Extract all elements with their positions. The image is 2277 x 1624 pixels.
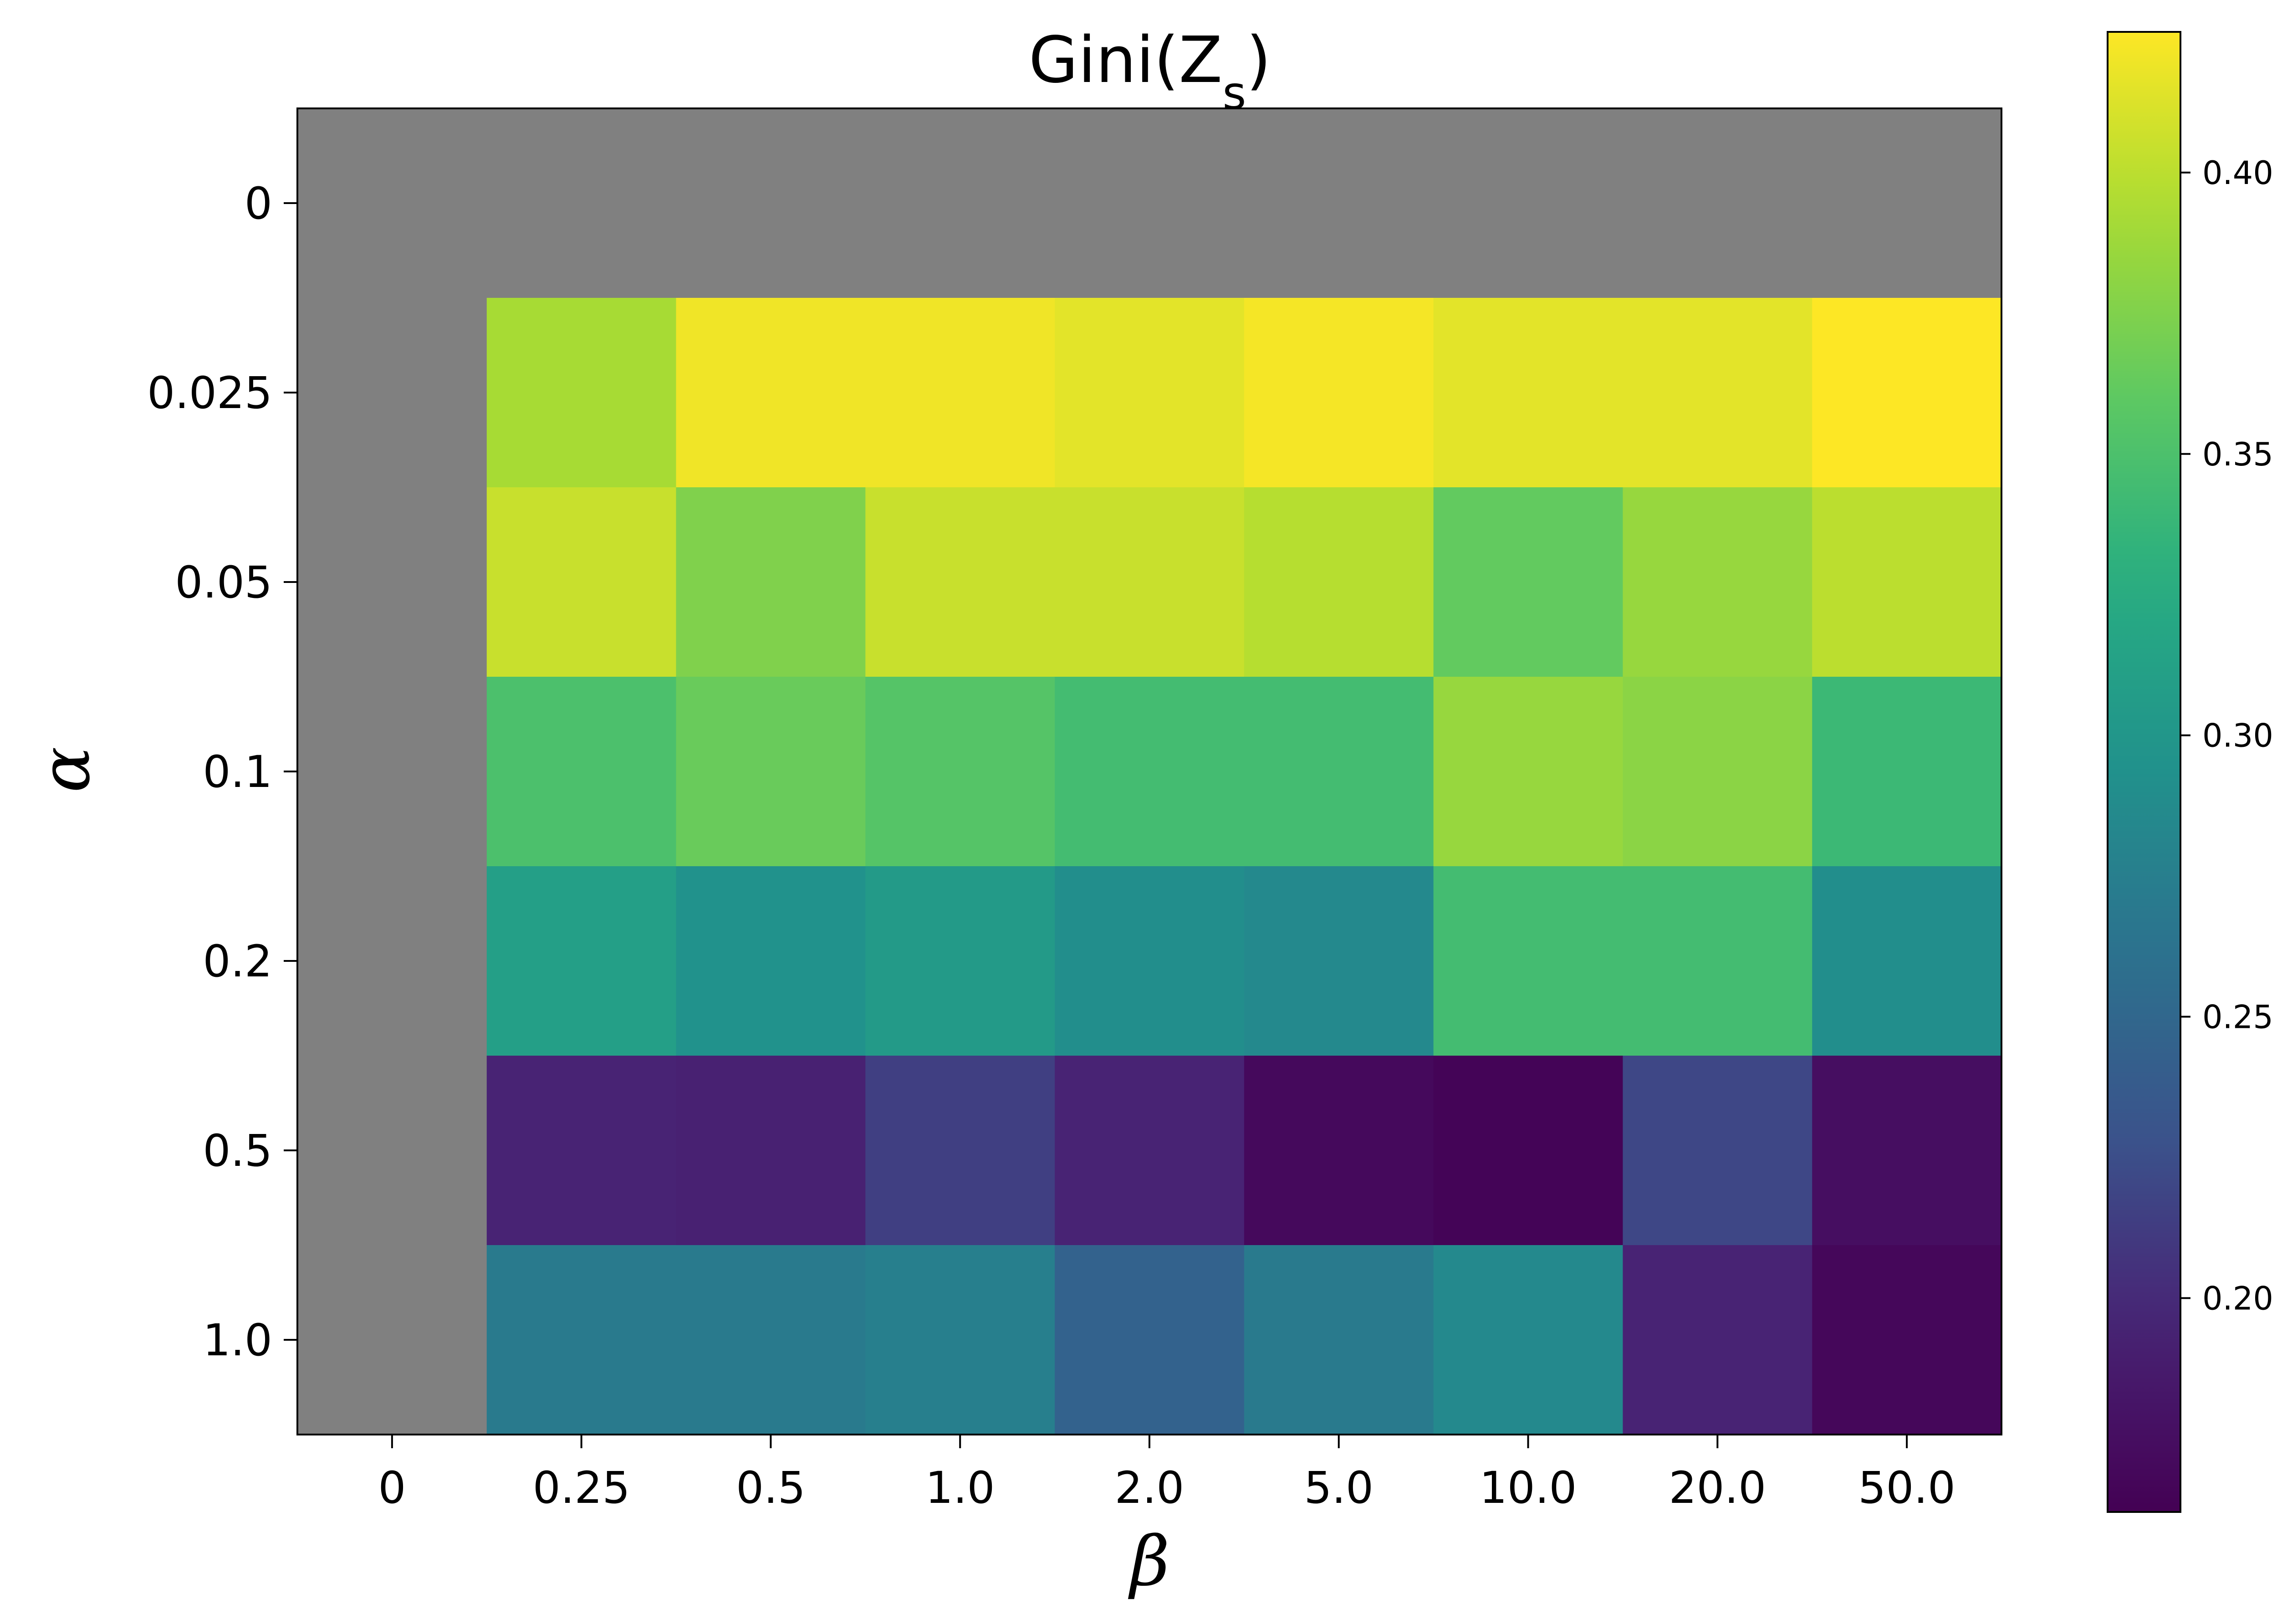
- y-tick-label: 0.025: [147, 368, 272, 419]
- heatmap-cell: [676, 487, 866, 677]
- heatmap-cell: [865, 866, 1055, 1056]
- heatmap-cell: [486, 1056, 677, 1246]
- heatmap-cell: [297, 1245, 487, 1435]
- x-tick-label: 0.25: [533, 1462, 630, 1513]
- heatmap-cell: [1244, 1056, 1434, 1246]
- x-tick-label: 10.0: [1480, 1462, 1577, 1513]
- heatmap-cell: [1055, 677, 1245, 867]
- heatmap-cell: [1812, 108, 2002, 298]
- x-tick-label: 1.0: [925, 1462, 995, 1513]
- axis-ticks: 0 0.25 0.5 1.0 2.0 5.0 10.0 20.0 50.0 0 0.025 0.05 0…: [147, 178, 1955, 1513]
- heatmap-cell: [865, 677, 1055, 867]
- heatmap-cell: [676, 298, 866, 488]
- colorbar-tick-label: 0.20: [2202, 1280, 2273, 1317]
- heatmap-cell: [1055, 108, 1245, 298]
- y-tick-label: 1.0: [203, 1315, 272, 1366]
- heatmap-cell: [1433, 298, 1624, 488]
- x-axis-label: β: [1128, 1522, 1170, 1601]
- heatmap-cell: [865, 108, 1055, 298]
- y-tick-label: 0.05: [175, 557, 272, 608]
- heatmap-cell: [486, 1245, 677, 1435]
- heatmap-cell: [676, 677, 866, 867]
- heatmap-cell: [676, 866, 866, 1056]
- y-tick-label: 0.2: [203, 936, 272, 987]
- heatmap-cell: [676, 1056, 866, 1246]
- heatmap-cell: [1812, 487, 2002, 677]
- heatmap-cell: [865, 1056, 1055, 1246]
- heatmap-cell: [486, 298, 677, 488]
- heatmap-cell: [486, 487, 677, 677]
- y-axis-label: α: [26, 746, 105, 792]
- heatmap-cell: [1244, 108, 1434, 298]
- heatmap-cell: [1623, 1056, 1813, 1246]
- heatmap-cell: [486, 677, 677, 867]
- heatmap-cell: [1244, 487, 1434, 677]
- heatmap-cell: [1244, 298, 1434, 488]
- y-tick-label: 0: [245, 178, 272, 229]
- heatmap-cell: [865, 1245, 1055, 1435]
- heatmap-cell: [1055, 866, 1245, 1056]
- y-tick-label: 0.5: [203, 1125, 272, 1176]
- heatmap-cell: [297, 677, 487, 867]
- heatmap-cell: [297, 298, 487, 488]
- heatmap-cell: [1623, 866, 1813, 1056]
- heatmap-cell: [1433, 866, 1624, 1056]
- heatmap-cell: [1055, 487, 1245, 677]
- heatmap-cell: [865, 298, 1055, 488]
- heatmap-cell: [486, 108, 677, 298]
- heatmap-cell: [1812, 677, 2002, 867]
- colorbar-gradient: [2107, 31, 2181, 1513]
- heatmap-cell: [1433, 487, 1624, 677]
- colorbar-tick-label: 0.25: [2202, 999, 2273, 1036]
- x-tick-label: 2.0: [1115, 1462, 1184, 1513]
- heatmap-cell: [1812, 1056, 2002, 1246]
- colorbar-tick-label: 0.35: [2202, 436, 2273, 473]
- heatmap-cell: [865, 487, 1055, 677]
- heatmap-cell: [486, 866, 677, 1056]
- heatmap-cell: [1433, 677, 1624, 867]
- heatmap-cell: [297, 108, 487, 298]
- x-tick-label: 0.5: [736, 1462, 806, 1513]
- heatmap-cell: [1623, 1245, 1813, 1435]
- colorbar: 0.20 0.25 0.30 0.35 0.40: [2107, 31, 2273, 1513]
- heatmap-cell: [1623, 108, 1813, 298]
- heatmap-cell: [676, 1245, 866, 1435]
- colorbar-tick-label: 0.40: [2202, 154, 2273, 192]
- heatmap-cell: [1244, 866, 1434, 1056]
- heatmap-cell: [1623, 298, 1813, 488]
- heatmap-cell: [1244, 1245, 1434, 1435]
- heatmap-cell: [1244, 677, 1434, 867]
- heatmap-cell: [1055, 298, 1245, 488]
- heatmap-cell: [676, 108, 866, 298]
- heatmap-cell: [1812, 1245, 2002, 1435]
- chart-title: Gini(Zs): [1029, 23, 1271, 120]
- heatmap-cell: [1812, 866, 2002, 1056]
- heatmap-cell: [1433, 1056, 1624, 1246]
- heatmap-cell: [1812, 298, 2002, 488]
- heatmap-cell: [297, 1056, 487, 1246]
- y-tick-label: 0.1: [203, 746, 272, 797]
- heatmap-cells: [296, 107, 2002, 1435]
- x-tick-label: 5.0: [1304, 1462, 1373, 1513]
- x-tick-label: 0: [378, 1462, 406, 1513]
- heatmap-cell: [1055, 1056, 1245, 1246]
- heatmap-cell: [297, 487, 487, 677]
- heatmap-cell: [1433, 1245, 1624, 1435]
- heatmap-cell: [1623, 677, 1813, 867]
- heatmap-cell: [1055, 1245, 1245, 1435]
- x-tick-label: 50.0: [1858, 1462, 1955, 1513]
- x-tick-label: 20.0: [1669, 1462, 1766, 1513]
- heatmap-cell: [1623, 487, 1813, 677]
- colorbar-tick-label: 0.30: [2202, 717, 2273, 755]
- heatmap-cell: [297, 866, 487, 1056]
- heatmap-cell: [1433, 108, 1624, 298]
